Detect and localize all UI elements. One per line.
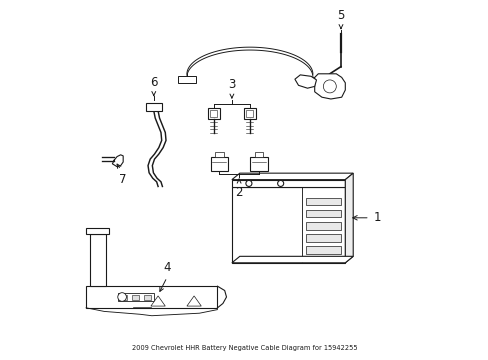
Bar — [89, 234, 106, 286]
Circle shape — [277, 180, 283, 186]
Bar — [246, 110, 253, 117]
Bar — [215, 152, 223, 157]
Polygon shape — [314, 74, 345, 99]
Bar — [178, 76, 196, 83]
Bar — [305, 222, 340, 230]
Text: 2: 2 — [235, 186, 243, 199]
Polygon shape — [294, 75, 316, 88]
Bar — [210, 110, 217, 117]
Polygon shape — [345, 173, 352, 263]
Bar — [305, 234, 340, 242]
Bar — [145, 103, 162, 111]
Circle shape — [245, 180, 251, 186]
Bar — [86, 286, 217, 308]
Text: 6: 6 — [150, 76, 157, 89]
Bar — [305, 246, 340, 254]
Polygon shape — [231, 256, 352, 263]
Bar — [305, 210, 340, 217]
Text: 7: 7 — [119, 173, 126, 186]
Bar — [231, 187, 345, 263]
Bar — [305, 198, 340, 205]
Bar — [208, 108, 219, 119]
Polygon shape — [186, 296, 201, 306]
Bar — [118, 293, 154, 301]
Text: 5: 5 — [337, 9, 344, 22]
Bar — [210, 157, 227, 171]
Bar — [250, 157, 267, 171]
Bar — [254, 152, 263, 157]
Bar — [231, 180, 345, 187]
Text: 2009 Chevrolet HHR Battery Negative Cable Diagram for 15942255: 2009 Chevrolet HHR Battery Negative Cabl… — [131, 345, 357, 351]
Bar — [244, 108, 255, 119]
Bar — [86, 228, 109, 234]
Bar — [132, 294, 139, 300]
Polygon shape — [231, 173, 352, 180]
Text: 4: 4 — [163, 261, 170, 274]
Bar — [144, 294, 151, 300]
Text: 1: 1 — [373, 211, 380, 224]
Polygon shape — [151, 296, 165, 306]
Text: 3: 3 — [228, 78, 235, 91]
Bar — [120, 294, 127, 300]
Circle shape — [118, 293, 126, 301]
Circle shape — [323, 80, 336, 93]
